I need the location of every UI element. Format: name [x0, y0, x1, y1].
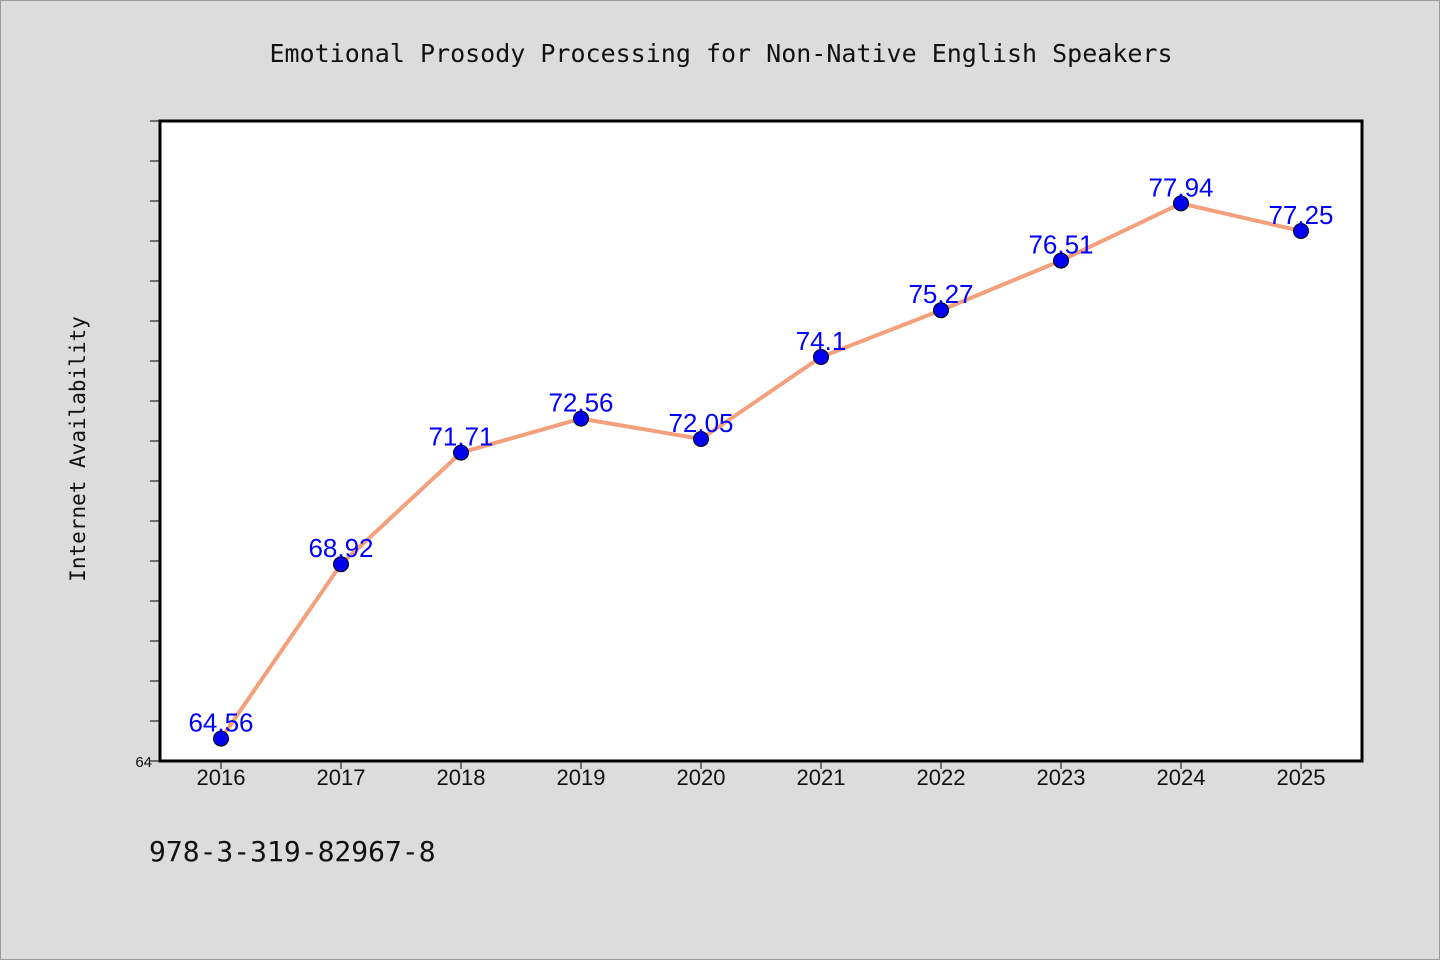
data-point — [933, 302, 949, 319]
data-label: 74.1 — [796, 326, 847, 356]
data-label: 72.05 — [668, 408, 733, 438]
data-label: 72.56 — [548, 388, 613, 418]
data-point — [1173, 195, 1189, 212]
data-label: 64.56 — [188, 708, 253, 738]
data-label: 75.27 — [908, 279, 973, 309]
data-label: 76.51 — [1028, 230, 1093, 260]
data-label: 68.92 — [308, 533, 373, 563]
data-point — [1053, 252, 1069, 269]
data-point — [1293, 223, 1309, 239]
isbn-text: 978-3-319-82967-8 — [149, 835, 436, 868]
x-tick-label: 2022 — [917, 765, 966, 790]
data-series: 64.56 68.92 71.71 72.56 72.05 74.1 75.27 76.51 7… — [188, 172, 1334, 747]
x-tick-label: 2017 — [317, 765, 366, 790]
y-axis-ticks: 64 — [135, 120, 160, 771]
plot-area — [158, 119, 1364, 763]
data-label: 71.71 — [428, 422, 493, 452]
data-point — [333, 556, 349, 573]
data-point — [453, 444, 469, 461]
x-axis-ticks: 2016 2017 2018 2019 2020 2021 2022 2023 2024 2025 — [197, 761, 1326, 790]
x-tick-label: 2021 — [797, 765, 846, 790]
x-tick-label: 2023 — [1037, 765, 1086, 790]
data-label: 77.94 — [1148, 172, 1213, 202]
x-tick-label: 2025 — [1277, 765, 1326, 790]
data-point — [693, 431, 709, 447]
x-tick-label: 2019 — [557, 765, 606, 790]
data-point — [813, 349, 829, 365]
data-point — [573, 410, 589, 427]
x-tick-label: 2020 — [677, 765, 726, 790]
y-axis-label: Internet Availability — [66, 316, 90, 582]
data-label: 77.25 — [1268, 200, 1333, 230]
x-tick-label: 2016 — [197, 765, 246, 790]
chart-title: Emotional Prosody Processing for Non-Nat… — [269, 39, 1172, 68]
x-tick-label: 2024 — [1157, 765, 1206, 790]
y-tick-label: 64 — [135, 754, 152, 771]
data-point — [213, 730, 229, 747]
x-tick-label: 2018 — [437, 765, 486, 790]
series-line — [219, 201, 1303, 741]
